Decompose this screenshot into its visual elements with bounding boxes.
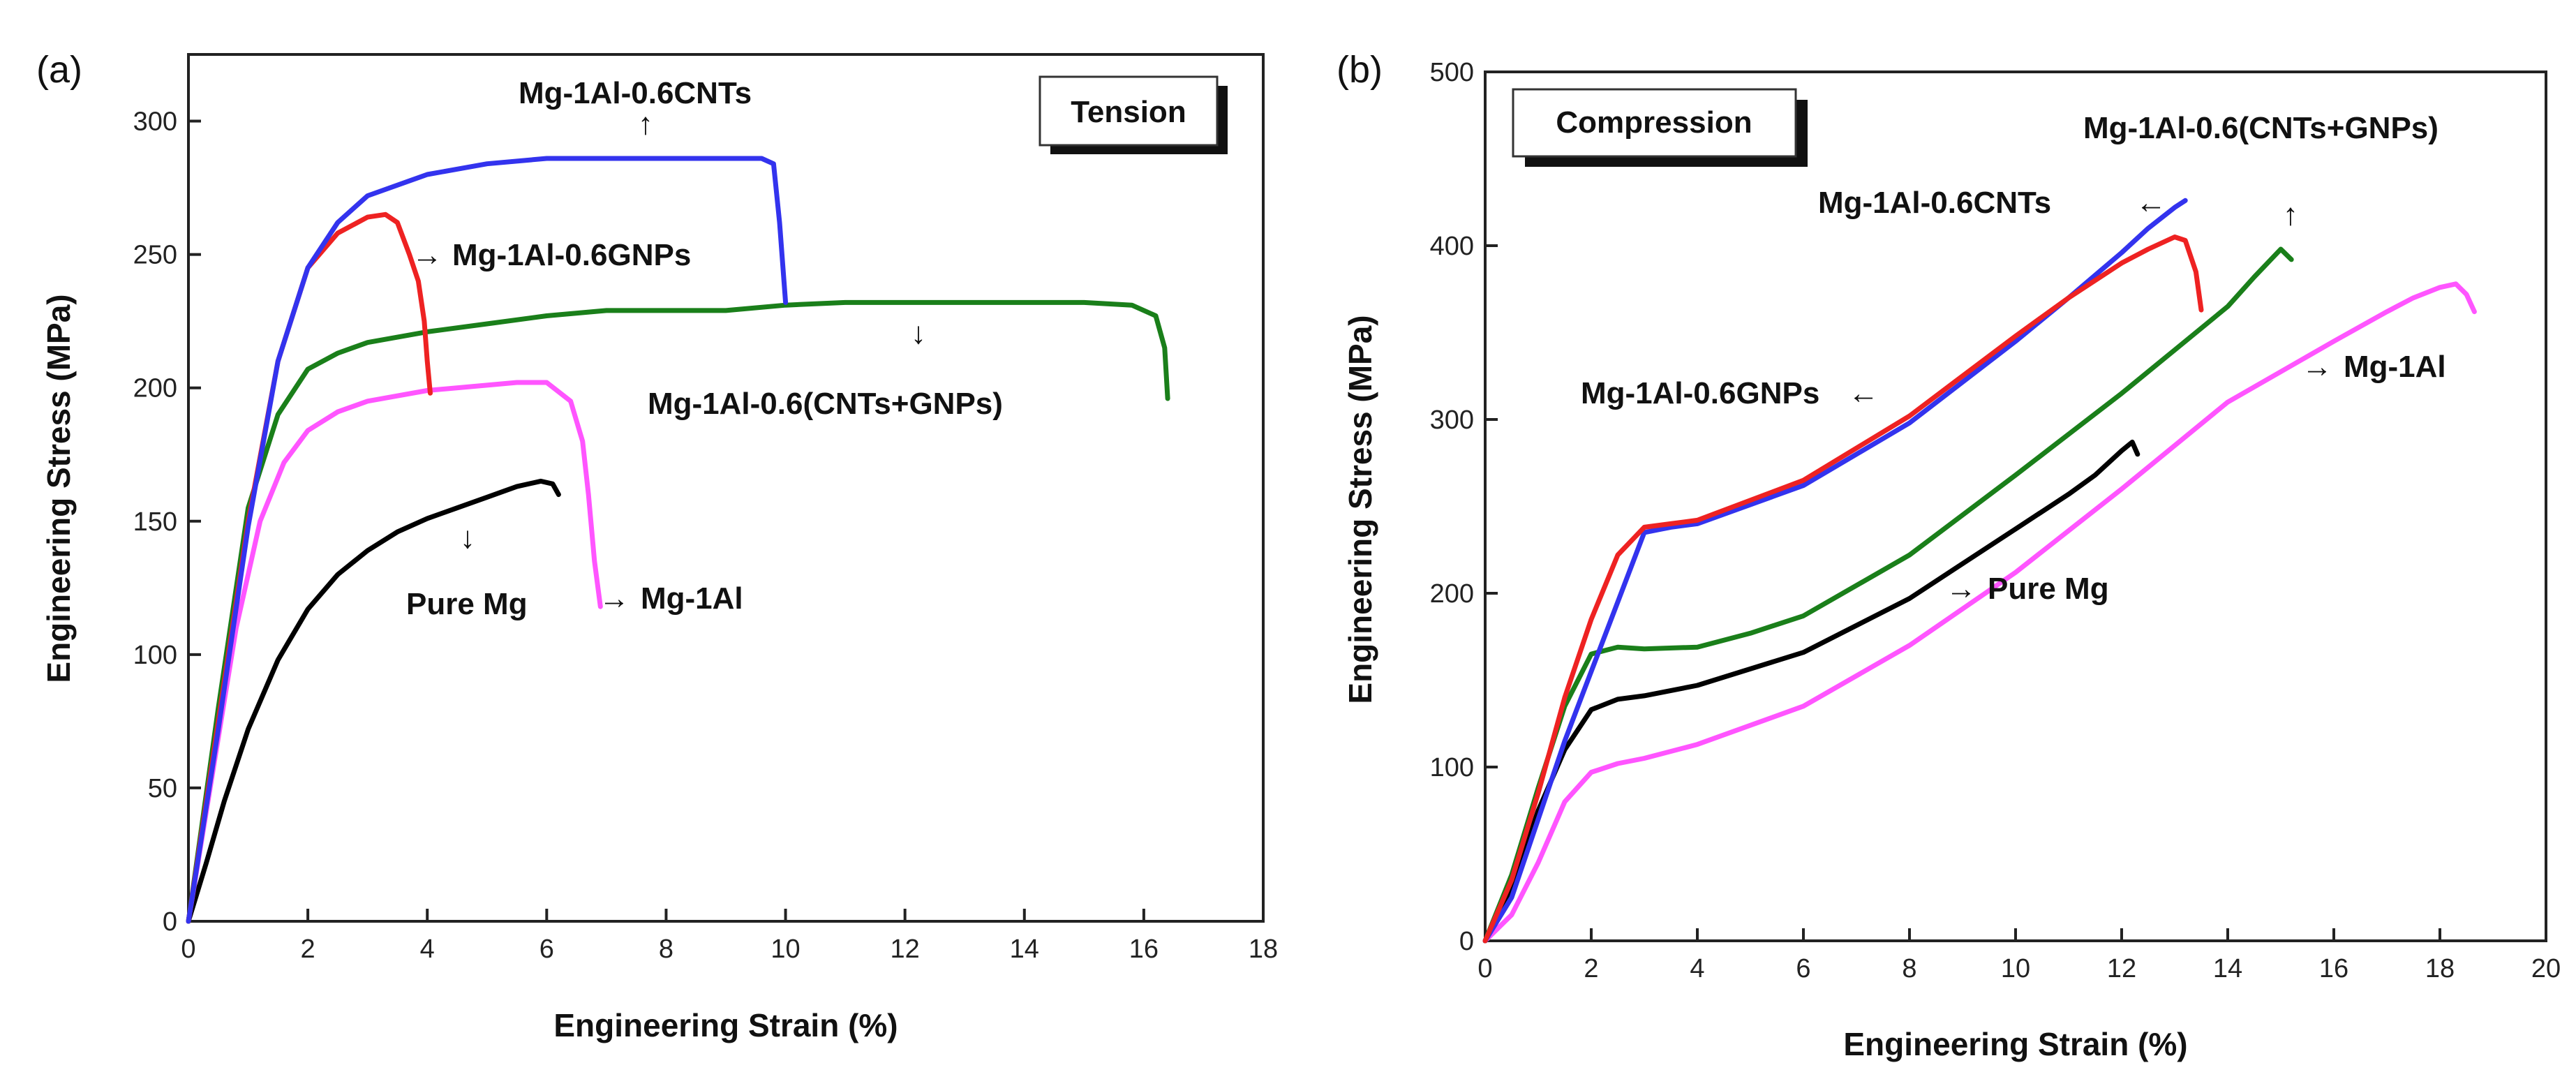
panel-a-series-pure-mg bbox=[186, 478, 561, 924]
panel-b-y-axis: 0 100 200 300 400 500 bbox=[1430, 58, 1498, 956]
panel-a-y-tick-label: 0 bbox=[163, 907, 177, 937]
panel-a-label-mg1al: Mg-1Al bbox=[641, 581, 743, 616]
panel-b-series-mg-1al-0-6-cnts-gnps bbox=[1482, 246, 2294, 944]
panel-b-x-tick-label: 2 bbox=[1584, 954, 1598, 983]
panel-a-label-hybrid: Mg-1Al-0.6(CNTs+GNPs) bbox=[648, 387, 1003, 421]
panel-b-x-tick-label: 10 bbox=[2001, 954, 2030, 983]
panel-a-label-gnps: Mg-1Al-0.6GNPs bbox=[452, 238, 691, 272]
panel-b-x-tick-label: 6 bbox=[1796, 954, 1810, 983]
panel-b-y-tick-label: 300 bbox=[1430, 406, 1474, 435]
panel-b-series-mg-1al-0-6cnts bbox=[1482, 198, 2188, 944]
panel-b-label-hybrid: Mg-1Al-0.6(CNTs+GNPs) bbox=[2083, 111, 2439, 145]
panel-a-y-tick-label: 200 bbox=[133, 374, 177, 403]
panel-a-arrow-mg1al: → bbox=[599, 581, 630, 616]
panel-a-label: (a) bbox=[36, 49, 82, 91]
panel-a-y-tick-label: 50 bbox=[148, 774, 177, 803]
panel-a-x-tick-label: 4 bbox=[420, 935, 435, 964]
panel-b-x-tick-label: 8 bbox=[1902, 954, 1916, 983]
panel-b-y-axis-label: Engineering Stress (MPa) bbox=[1342, 315, 1378, 704]
panel-a-box-label: Tension bbox=[1071, 95, 1186, 129]
panel-a-x-tick-label: 2 bbox=[301, 935, 315, 964]
panel-a-x-tick-label: 12 bbox=[891, 935, 920, 964]
panel-a-x-tick-label: 10 bbox=[770, 935, 800, 964]
panel-b-y-tick-label: 100 bbox=[1430, 753, 1474, 782]
panel-b-y-tick-label: 500 bbox=[1430, 58, 1474, 87]
panel-a-plot-frame bbox=[187, 53, 1265, 923]
panel-b-arrow-hybrid: ↑ bbox=[2283, 198, 2298, 232]
panel-a-x-tick-label: 16 bbox=[1129, 935, 1159, 964]
panel-b-label-mg1al: Mg-1Al bbox=[2344, 350, 2446, 384]
panel-b-x-axis: 0 2 4 6 8 10 12 14 16 18 20 bbox=[1477, 928, 2561, 983]
panel-b-x-tick-label: 0 bbox=[1477, 954, 1492, 983]
panel-a-arrow-cnts: ↑ bbox=[638, 107, 653, 141]
panel-a-x-tick-label: 14 bbox=[1010, 935, 1039, 964]
panel-b-label: (b) bbox=[1337, 49, 1383, 91]
panel-b-series bbox=[1482, 198, 2477, 944]
panel-b-x-tick-label: 4 bbox=[1690, 954, 1704, 983]
panel-a-y-tick-label: 150 bbox=[133, 507, 177, 537]
panel-a-y-axis-label: Engineering Stress (MPa) bbox=[40, 294, 77, 683]
panel-a-label-pure-mg: Pure Mg bbox=[406, 587, 528, 621]
panel-b-x-tick-label: 20 bbox=[2531, 954, 2561, 983]
panel-a-y-tick-label: 250 bbox=[133, 241, 177, 270]
panel-b-x-tick-label: 12 bbox=[2107, 954, 2136, 983]
panel-a-series-mg-1al-0-6cnts bbox=[186, 156, 789, 924]
panel-a-x-axis: 0 2 4 6 8 10 12 14 16 18 bbox=[181, 909, 1278, 964]
panel-a-series-mg-1al-0-6-cnts-gnps bbox=[186, 299, 1170, 924]
panel-a-y-axis: 0 50 100 150 200 250 300 bbox=[133, 107, 201, 937]
panel-b-label-cnts: Mg-1Al-0.6CNTs bbox=[1818, 186, 2051, 220]
panel-b-arrow-pure-mg: → bbox=[1946, 572, 1976, 606]
panel-a-series-mg-1al bbox=[186, 380, 603, 924]
panel-a-series bbox=[186, 156, 1170, 924]
panel-b-x-tick-label: 14 bbox=[2213, 954, 2242, 983]
panel-b-series-mg-1al-0-6gnps bbox=[1482, 235, 2204, 944]
panel-b-box-label: Compression bbox=[1556, 105, 1752, 140]
panel-b-x-axis-label: Engineering Strain (%) bbox=[1843, 1026, 2187, 1062]
panel-b-y-tick-label: 400 bbox=[1430, 232, 1474, 261]
panel-b-x-tick-label: 16 bbox=[2319, 954, 2348, 983]
panel-a-x-axis-label: Engineering Strain (%) bbox=[553, 1007, 898, 1043]
panel-a-y-tick-label: 100 bbox=[133, 641, 177, 670]
panel-b-compression: (b) 0 100 200 300 400 500 0 2 4 6 8 10 12 14 16 18 20 E… bbox=[1337, 49, 2561, 1062]
panel-b-series-mg-1al bbox=[1482, 281, 2477, 944]
panel-a-x-tick-label: 6 bbox=[539, 935, 554, 964]
panel-a-label-cnts: Mg-1Al-0.6CNTs bbox=[519, 76, 752, 110]
panel-a-series-mg-1al-0-6gnps bbox=[186, 211, 433, 924]
panel-b-label-pure-mg: Pure Mg bbox=[1988, 572, 2109, 606]
panel-b-arrow-mg1al: → bbox=[2302, 350, 2332, 384]
panel-b-arrow-gnps: ← bbox=[1848, 376, 1879, 410]
panel-a-x-tick-label: 8 bbox=[659, 935, 673, 964]
panel-b-x-tick-label: 18 bbox=[2425, 954, 2455, 983]
panel-a-x-tick-label: 18 bbox=[1249, 935, 1278, 964]
panel-a-arrow-hybrid: ↓ bbox=[911, 316, 926, 350]
panel-b-y-tick-label: 200 bbox=[1430, 579, 1474, 609]
panel-a-y-tick-label: 300 bbox=[133, 107, 177, 137]
panel-a-arrow-pure-mg: ↓ bbox=[460, 521, 475, 555]
panel-a-x-tick-label: 0 bbox=[181, 935, 195, 964]
panel-a-tension-box: Tension bbox=[1038, 75, 1228, 154]
panel-b-label-gnps: Mg-1Al-0.6GNPs bbox=[1581, 376, 1819, 410]
panel-b-compression-box: Compression bbox=[1512, 88, 1808, 167]
panel-a-tension: (a) 0 50 100 150 200 250 300 0 2 4 6 8 10 12 14 16 18 E… bbox=[36, 49, 1278, 1043]
panel-b-y-tick-label: 0 bbox=[1459, 927, 1474, 956]
panel-a-arrow-gnps: → bbox=[412, 238, 442, 272]
panel-b-arrow-cnts: ← bbox=[2136, 186, 2166, 220]
